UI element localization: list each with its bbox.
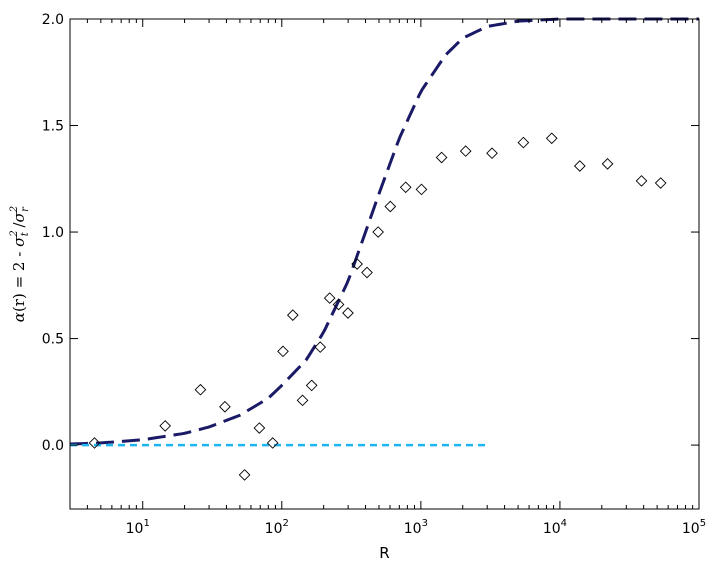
x-tick-label-4: 105	[682, 518, 706, 537]
data-point-27	[601, 158, 614, 170]
data-point-16	[361, 266, 373, 279]
y-label-alpha: α	[10, 312, 28, 322]
y-tick-label-3: 1.5	[42, 119, 64, 135]
data-point-1	[159, 420, 171, 432]
data-point-15	[351, 258, 363, 270]
data-point-10	[305, 379, 318, 392]
y-label-mid: (r) = 2 -	[10, 247, 28, 312]
data-point-3	[219, 400, 231, 413]
data-point-14	[342, 307, 354, 319]
data-point-17	[372, 226, 384, 238]
y-tick-label-1: 0.5	[42, 332, 64, 348]
data-point-4	[238, 469, 251, 481]
data-point-22	[459, 145, 472, 157]
data-point-29	[654, 177, 667, 189]
y-label-sigma-t: σ	[10, 236, 28, 247]
x-axis-label: R	[379, 544, 389, 562]
y-label-sigma-r: σ	[10, 211, 28, 222]
data-point-21	[435, 151, 448, 164]
plot-area	[70, 19, 699, 509]
data-point-8	[286, 309, 299, 321]
svg-text:α(r) = 2 - σ2t /σ2r: α(r) = 2 - σ2t /σ2r	[9, 206, 31, 322]
data-point-13	[332, 298, 345, 311]
x-tick-label-3: 104	[543, 518, 567, 537]
y-tick-label-2: 1.0	[42, 225, 64, 241]
data-point-20	[415, 183, 428, 196]
plot-frame	[69, 18, 700, 510]
data-point-18	[384, 200, 397, 213]
data-point-28	[635, 175, 648, 187]
y-tick-label-4: 2.0	[42, 12, 64, 28]
x-tick-label-1: 102	[265, 518, 289, 537]
data-point-25	[545, 132, 558, 145]
y-axis-label: α(r) = 2 - σ2t /σ2r	[9, 206, 31, 322]
data-point-24	[517, 136, 530, 149]
data-point-23	[486, 147, 498, 160]
x-tick-label-2: 103	[404, 518, 428, 537]
data-point-6	[266, 437, 279, 449]
data-point-9	[296, 394, 309, 407]
data-point-19	[399, 181, 412, 194]
x-tick-label-0: 101	[126, 518, 150, 537]
data-point-2	[194, 383, 207, 396]
data-point-7	[277, 345, 289, 358]
data-point-12	[323, 292, 336, 304]
ticks-layer: 101 102 103 104 105 0.0 0.5 1.0 1.5 2.0	[42, 12, 706, 537]
data-point-0	[88, 437, 101, 449]
y-tick-label-0: 0.0	[42, 438, 64, 454]
data-point-5	[253, 422, 266, 434]
data-point-26	[573, 160, 586, 172]
data-point-11	[314, 341, 327, 353]
